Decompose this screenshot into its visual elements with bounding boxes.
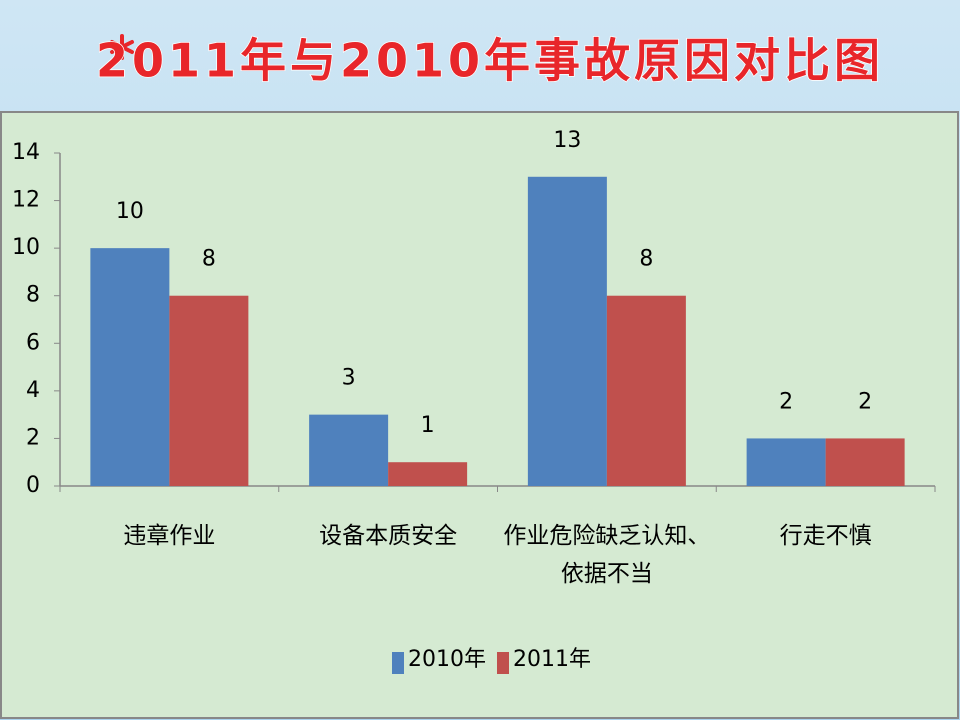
data-label: 2 xyxy=(858,389,872,414)
x-tick-label: 作业危险缺乏认知、依据不当 xyxy=(503,523,711,587)
bar xyxy=(388,462,468,486)
chart-title: 2011年与2010年事故原因对比图 xyxy=(96,34,884,88)
data-label: 2 xyxy=(779,389,793,414)
x-tick-label: 行走不慎 xyxy=(779,523,872,549)
data-label: 1 xyxy=(421,413,435,438)
y-tick-label: 0 xyxy=(26,473,40,498)
y-tick-label: 14 xyxy=(12,140,40,165)
bar xyxy=(746,438,826,486)
bar xyxy=(309,414,389,486)
y-tick-label: 12 xyxy=(12,188,40,213)
y-tick-label: 4 xyxy=(26,378,40,403)
x-tick-label: 设备本质安全 xyxy=(319,523,458,549)
bar xyxy=(90,248,170,486)
bar xyxy=(169,295,249,486)
bar xyxy=(527,176,607,487)
y-tick-label: 6 xyxy=(26,330,40,355)
legend-label: 2010年 xyxy=(408,647,486,672)
bar xyxy=(825,438,905,486)
y-tick-label: 8 xyxy=(26,283,40,308)
data-label: 13 xyxy=(553,128,581,153)
x-tick-label: 违章作业 xyxy=(123,523,216,549)
data-label: 8 xyxy=(202,247,216,272)
y-tick-label: 10 xyxy=(12,235,40,260)
data-label: 8 xyxy=(639,247,653,272)
bar xyxy=(606,295,686,486)
legend-swatch xyxy=(392,652,404,674)
bullet xyxy=(110,34,134,60)
legend-swatch xyxy=(497,652,509,674)
y-tick-label: 2 xyxy=(26,425,40,450)
legend-label: 2011年 xyxy=(513,647,591,672)
data-label: 3 xyxy=(342,366,356,391)
data-label: 10 xyxy=(116,199,144,224)
